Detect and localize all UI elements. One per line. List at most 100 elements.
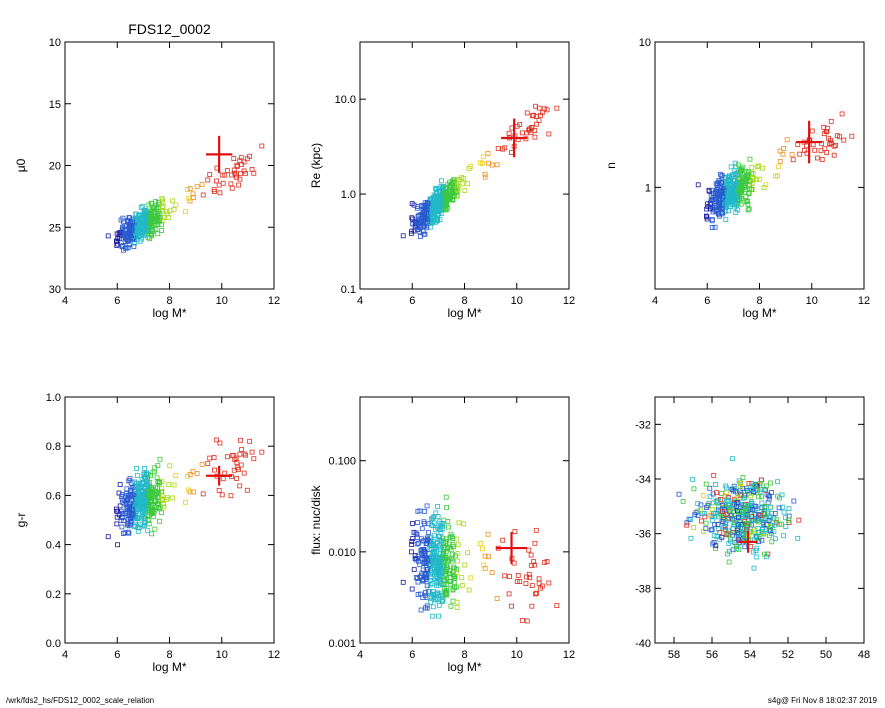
data-point: [812, 147, 818, 153]
data-point: [761, 185, 767, 190]
data-point: [259, 143, 265, 149]
y-tick-label: 0.1: [341, 284, 356, 296]
data-point: [436, 613, 441, 619]
data-point: [707, 485, 713, 491]
data-point: [409, 201, 415, 206]
data-point: [118, 236, 124, 242]
data-point: [436, 602, 442, 608]
x-tick-label: 6: [409, 649, 415, 661]
data-point: [442, 556, 448, 562]
data-point: [539, 110, 545, 116]
data-point: [766, 493, 772, 499]
data-point: [212, 189, 217, 194]
data-point: [533, 114, 539, 119]
x-tick-label: 12: [268, 649, 280, 661]
data-point: [691, 486, 697, 492]
data-point: [431, 543, 437, 548]
data-point: [133, 502, 139, 508]
data-point: [810, 142, 816, 148]
data-point: [428, 578, 433, 583]
data-point: [224, 454, 230, 460]
data-point: [775, 479, 781, 485]
y-axis-label: μ0: [14, 158, 28, 172]
data-point: [703, 520, 709, 526]
x-tick-label: 10: [511, 295, 523, 307]
data-point: [775, 493, 781, 499]
data-point: [720, 193, 726, 199]
point-cloud: [400, 103, 560, 239]
data-point: [758, 516, 764, 522]
data-point: [426, 521, 432, 527]
data-point: [152, 526, 158, 532]
plot-frame: [64, 41, 275, 290]
data-point: [105, 233, 111, 239]
y-tick-label: -36: [635, 529, 651, 541]
data-point: [526, 127, 532, 133]
data-point: [736, 522, 742, 528]
data-point: [509, 603, 514, 609]
plot-frame: [359, 396, 570, 644]
data-point: [708, 201, 714, 207]
data-point: [450, 598, 456, 604]
data-point: [733, 210, 739, 215]
data-point: [410, 521, 415, 526]
data-point: [138, 522, 144, 528]
data-point: [745, 512, 751, 517]
data-point: [232, 170, 238, 176]
data-point: [425, 567, 430, 573]
data-point: [730, 456, 735, 462]
data-point: [786, 506, 792, 512]
data-point: [237, 158, 243, 164]
data-point: [771, 515, 777, 521]
data-point: [704, 206, 710, 212]
data-point: [719, 501, 724, 507]
data-point: [529, 603, 535, 609]
data-point: [720, 519, 726, 524]
data-point: [748, 493, 754, 499]
data-point: [698, 502, 704, 508]
data-point: [435, 504, 440, 509]
x-tick-label: 10: [511, 649, 523, 661]
data-point: [797, 151, 803, 157]
data-point: [428, 220, 433, 225]
data-point: [740, 475, 746, 480]
data-point: [716, 504, 722, 510]
data-point: [751, 176, 757, 181]
data-point: [420, 595, 426, 600]
data-point: [428, 593, 434, 599]
data-point: [762, 504, 768, 509]
data-point: [443, 567, 449, 572]
data-point: [454, 570, 460, 576]
data-point: [831, 152, 837, 158]
data-point: [434, 193, 440, 199]
data-point: [222, 470, 228, 476]
data-point: [515, 573, 521, 578]
data-point: [814, 155, 820, 161]
x-tick-label: 4: [357, 649, 363, 661]
data-point: [151, 507, 156, 513]
x-tick-label: 12: [563, 649, 575, 661]
data-point: [148, 511, 154, 516]
data-point: [157, 456, 163, 462]
x-tick-label: 58: [668, 649, 680, 661]
data-point: [159, 195, 165, 201]
data-point: [452, 184, 458, 190]
data-point: [424, 201, 430, 207]
data-point: [439, 557, 445, 563]
data-point: [536, 118, 542, 123]
data-point: [754, 177, 760, 183]
y-tick-label: 0.010: [328, 547, 356, 559]
data-point: [709, 506, 715, 512]
data-point: [120, 244, 125, 250]
y-tick-label: -38: [635, 583, 651, 595]
data-point: [440, 598, 446, 604]
data-point: [714, 534, 720, 539]
data-point: [159, 492, 165, 498]
x-tick-label: 12: [858, 295, 870, 307]
data-point: [413, 575, 419, 580]
data-point: [480, 161, 485, 166]
data-point: [155, 222, 161, 227]
data-point: [437, 538, 443, 544]
data-point: [170, 495, 176, 501]
data-point: [114, 231, 120, 237]
